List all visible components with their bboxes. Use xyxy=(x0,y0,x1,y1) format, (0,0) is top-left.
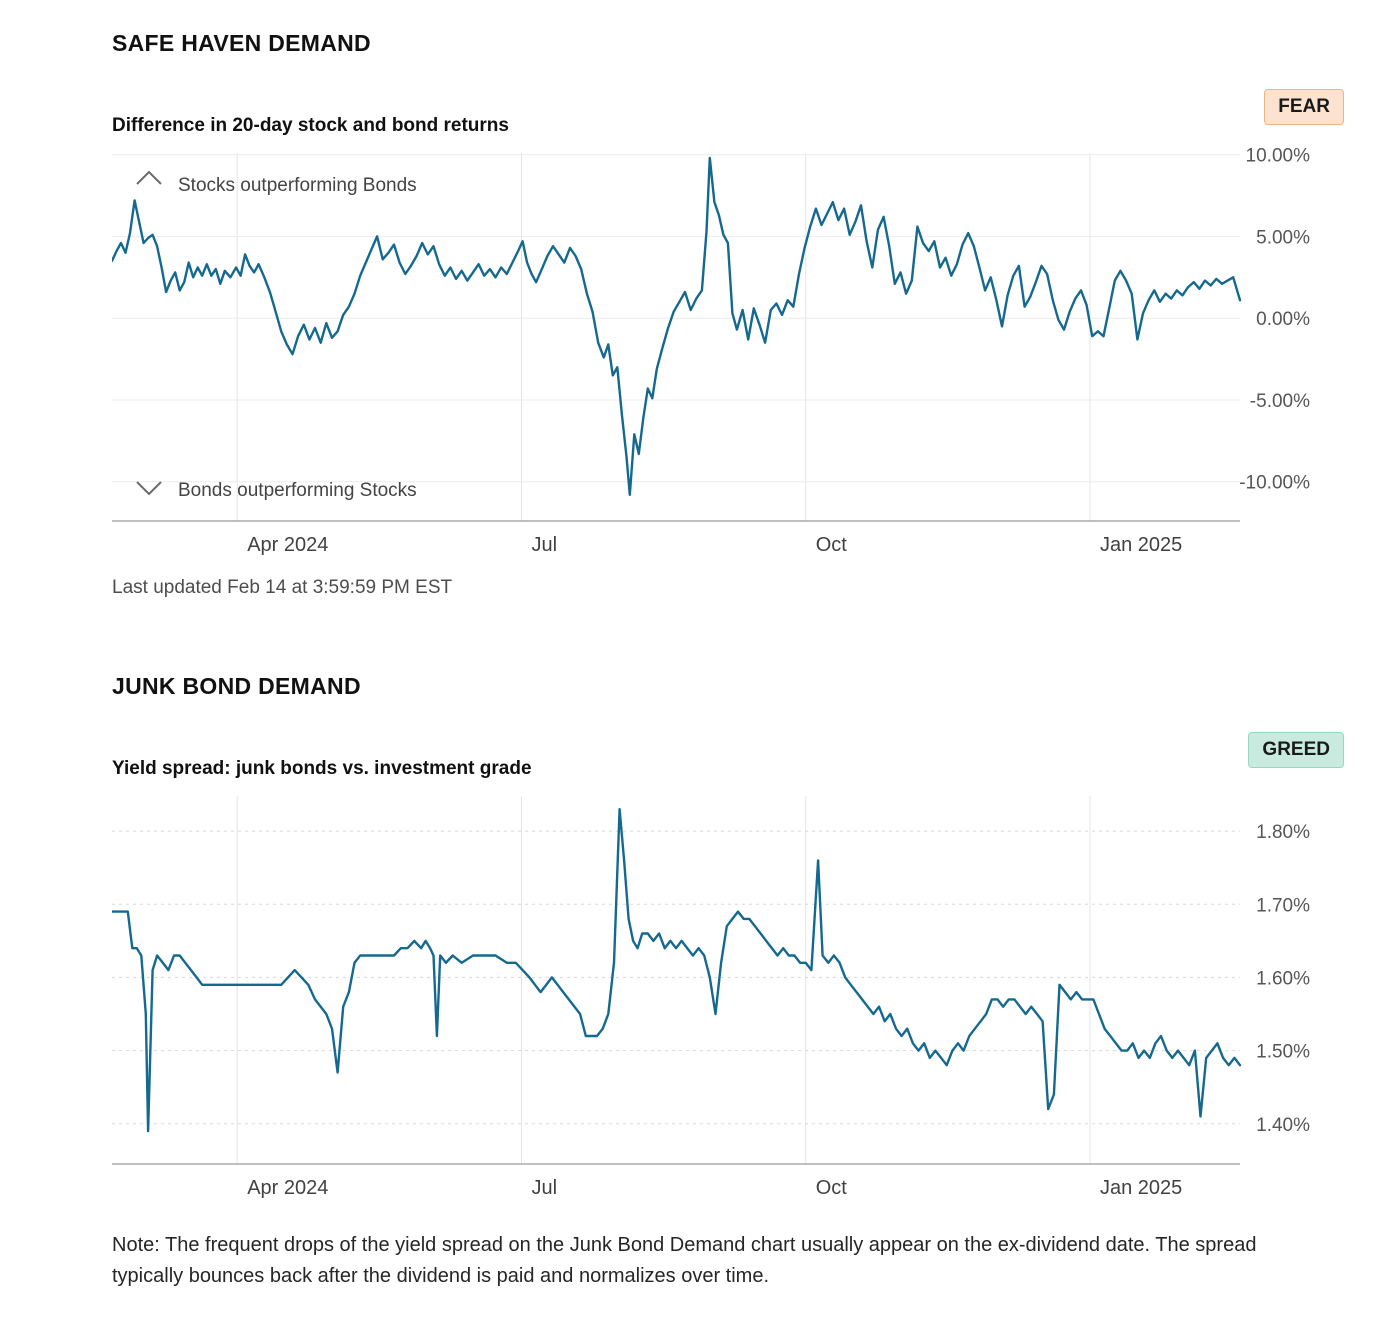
svg-text:1.80%: 1.80% xyxy=(1256,822,1310,843)
svg-text:Oct: Oct xyxy=(816,1177,848,1199)
svg-text:1.40%: 1.40% xyxy=(1256,1115,1310,1136)
svg-text:1.70%: 1.70% xyxy=(1256,895,1310,916)
svg-text:5.00%: 5.00% xyxy=(1256,227,1310,248)
svg-text:Stocks outperforming Bonds: Stocks outperforming Bonds xyxy=(178,175,417,196)
fear-badge: FEAR xyxy=(1264,89,1344,125)
svg-text:-5.00%: -5.00% xyxy=(1250,391,1310,412)
safe-haven-panel: SAFE HAVEN DEMAND Difference in 20-day s… xyxy=(112,30,1344,599)
svg-text:1.60%: 1.60% xyxy=(1256,968,1310,989)
svg-text:Jul: Jul xyxy=(532,534,558,556)
junk-bond-chart: Apr 2024 Jul Oct Jan 2025 1.80% 1.70% 1.60% 1.5… xyxy=(112,796,1310,1199)
safe-haven-subtitle: Difference in 20-day stock and bond retu… xyxy=(112,115,509,136)
svg-text:Oct: Oct xyxy=(816,534,848,556)
svg-text:Bonds outperforming Stocks: Bonds outperforming Stocks xyxy=(178,480,417,501)
svg-text:Jan 2025: Jan 2025 xyxy=(1100,534,1182,556)
greed-badge: GREED xyxy=(1248,732,1344,768)
safe-haven-title: SAFE HAVEN DEMAND xyxy=(112,30,371,56)
svg-text:Apr 2024: Apr 2024 xyxy=(247,1177,328,1199)
note-text: Note: The frequent drops of the yield sp… xyxy=(112,1234,1257,1287)
svg-text:-10.00%: -10.00% xyxy=(1239,473,1310,494)
junk-bond-title: JUNK BOND DEMAND xyxy=(112,673,361,699)
junk-bond-subtitle: Yield spread: junk bonds vs. investment … xyxy=(112,758,532,779)
svg-text:10.00%: 10.00% xyxy=(1246,146,1311,167)
svg-text:Jan 2025: Jan 2025 xyxy=(1100,1177,1182,1199)
svg-text:0.00%: 0.00% xyxy=(1256,309,1310,330)
svg-text:Jul: Jul xyxy=(532,1177,558,1199)
svg-text:1.50%: 1.50% xyxy=(1256,1042,1310,1063)
junk-bond-header: Yield spread: junk bonds vs. investment … xyxy=(112,732,1344,780)
last-updated-text: Last updated Feb 14 at 3:59:59 PM EST xyxy=(112,577,453,598)
junk-bond-panel: JUNK BOND DEMAND Yield spread: junk bond… xyxy=(112,673,1344,1292)
safe-haven-header: Difference in 20-day stock and bond retu… xyxy=(112,89,1344,137)
down-chevron-icon xyxy=(136,481,162,496)
up-chevron-icon xyxy=(136,170,162,185)
safe-haven-chart: Apr 2024 Jul Oct Jan 2025 10.00% 5.00% 0.00% -5… xyxy=(112,146,1311,556)
svg-text:Apr 2024: Apr 2024 xyxy=(247,534,328,556)
